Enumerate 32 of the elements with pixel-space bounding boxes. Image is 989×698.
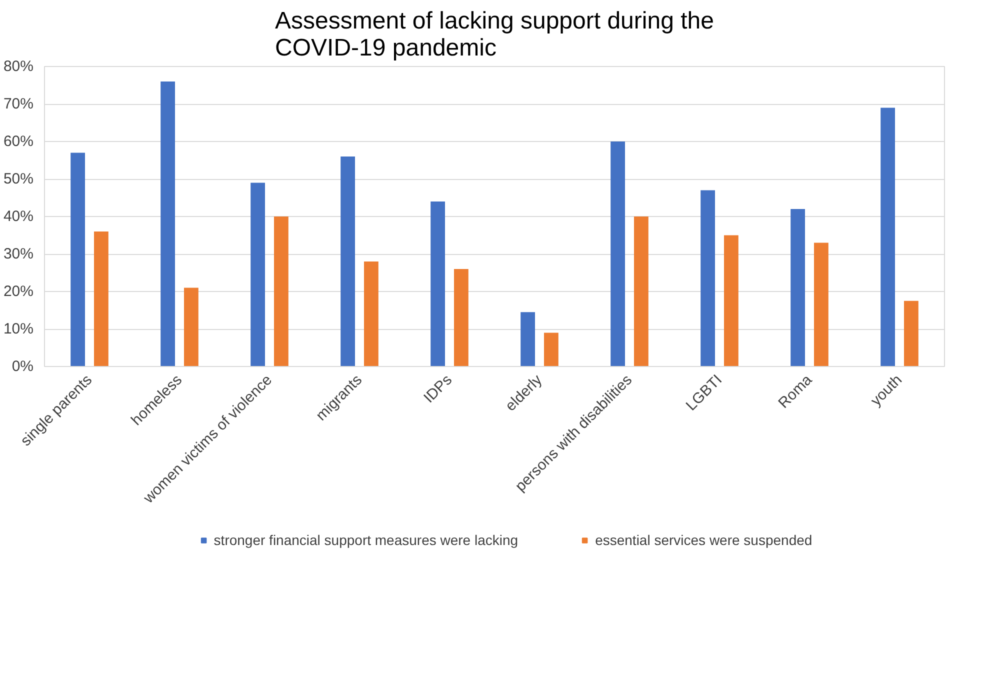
- bar: [430, 202, 445, 366]
- y-tick-label: 60%: [3, 133, 34, 150]
- bar: [520, 312, 535, 366]
- bar: [94, 232, 108, 366]
- bar: [634, 216, 648, 366]
- bar: [544, 332, 558, 366]
- y-tick-label: 40%: [3, 208, 34, 225]
- y-tick-label: 30%: [3, 246, 34, 262]
- bar: [724, 235, 738, 366]
- bar: [454, 269, 468, 366]
- y-tick-label: 70%: [3, 96, 34, 112]
- bar: [610, 142, 625, 366]
- bar: [184, 288, 198, 366]
- bar: [340, 156, 355, 366]
- y-tick-label: 20%: [3, 283, 34, 300]
- bar: [880, 108, 895, 366]
- bar: [274, 216, 288, 366]
- bar: [790, 209, 805, 366]
- y-tick-label: 0%: [12, 358, 34, 375]
- legend-label: stronger financial support measures were lacking: [214, 532, 518, 548]
- y-tick-label: 10%: [3, 320, 34, 338]
- y-tick-label: 80%: [3, 58, 34, 75]
- bar: [700, 190, 715, 366]
- bar: [70, 152, 85, 366]
- bar: [814, 242, 828, 366]
- chart-title: Assessment of lacking support during the COVID-19 pandemic: [275, 8, 714, 62]
- y-tick-label: 50%: [3, 170, 34, 188]
- bar: [364, 262, 378, 366]
- bar: [904, 300, 918, 366]
- bar: [250, 182, 265, 366]
- bar: [160, 82, 175, 366]
- legend-label: essential services were suspended: [595, 532, 812, 548]
